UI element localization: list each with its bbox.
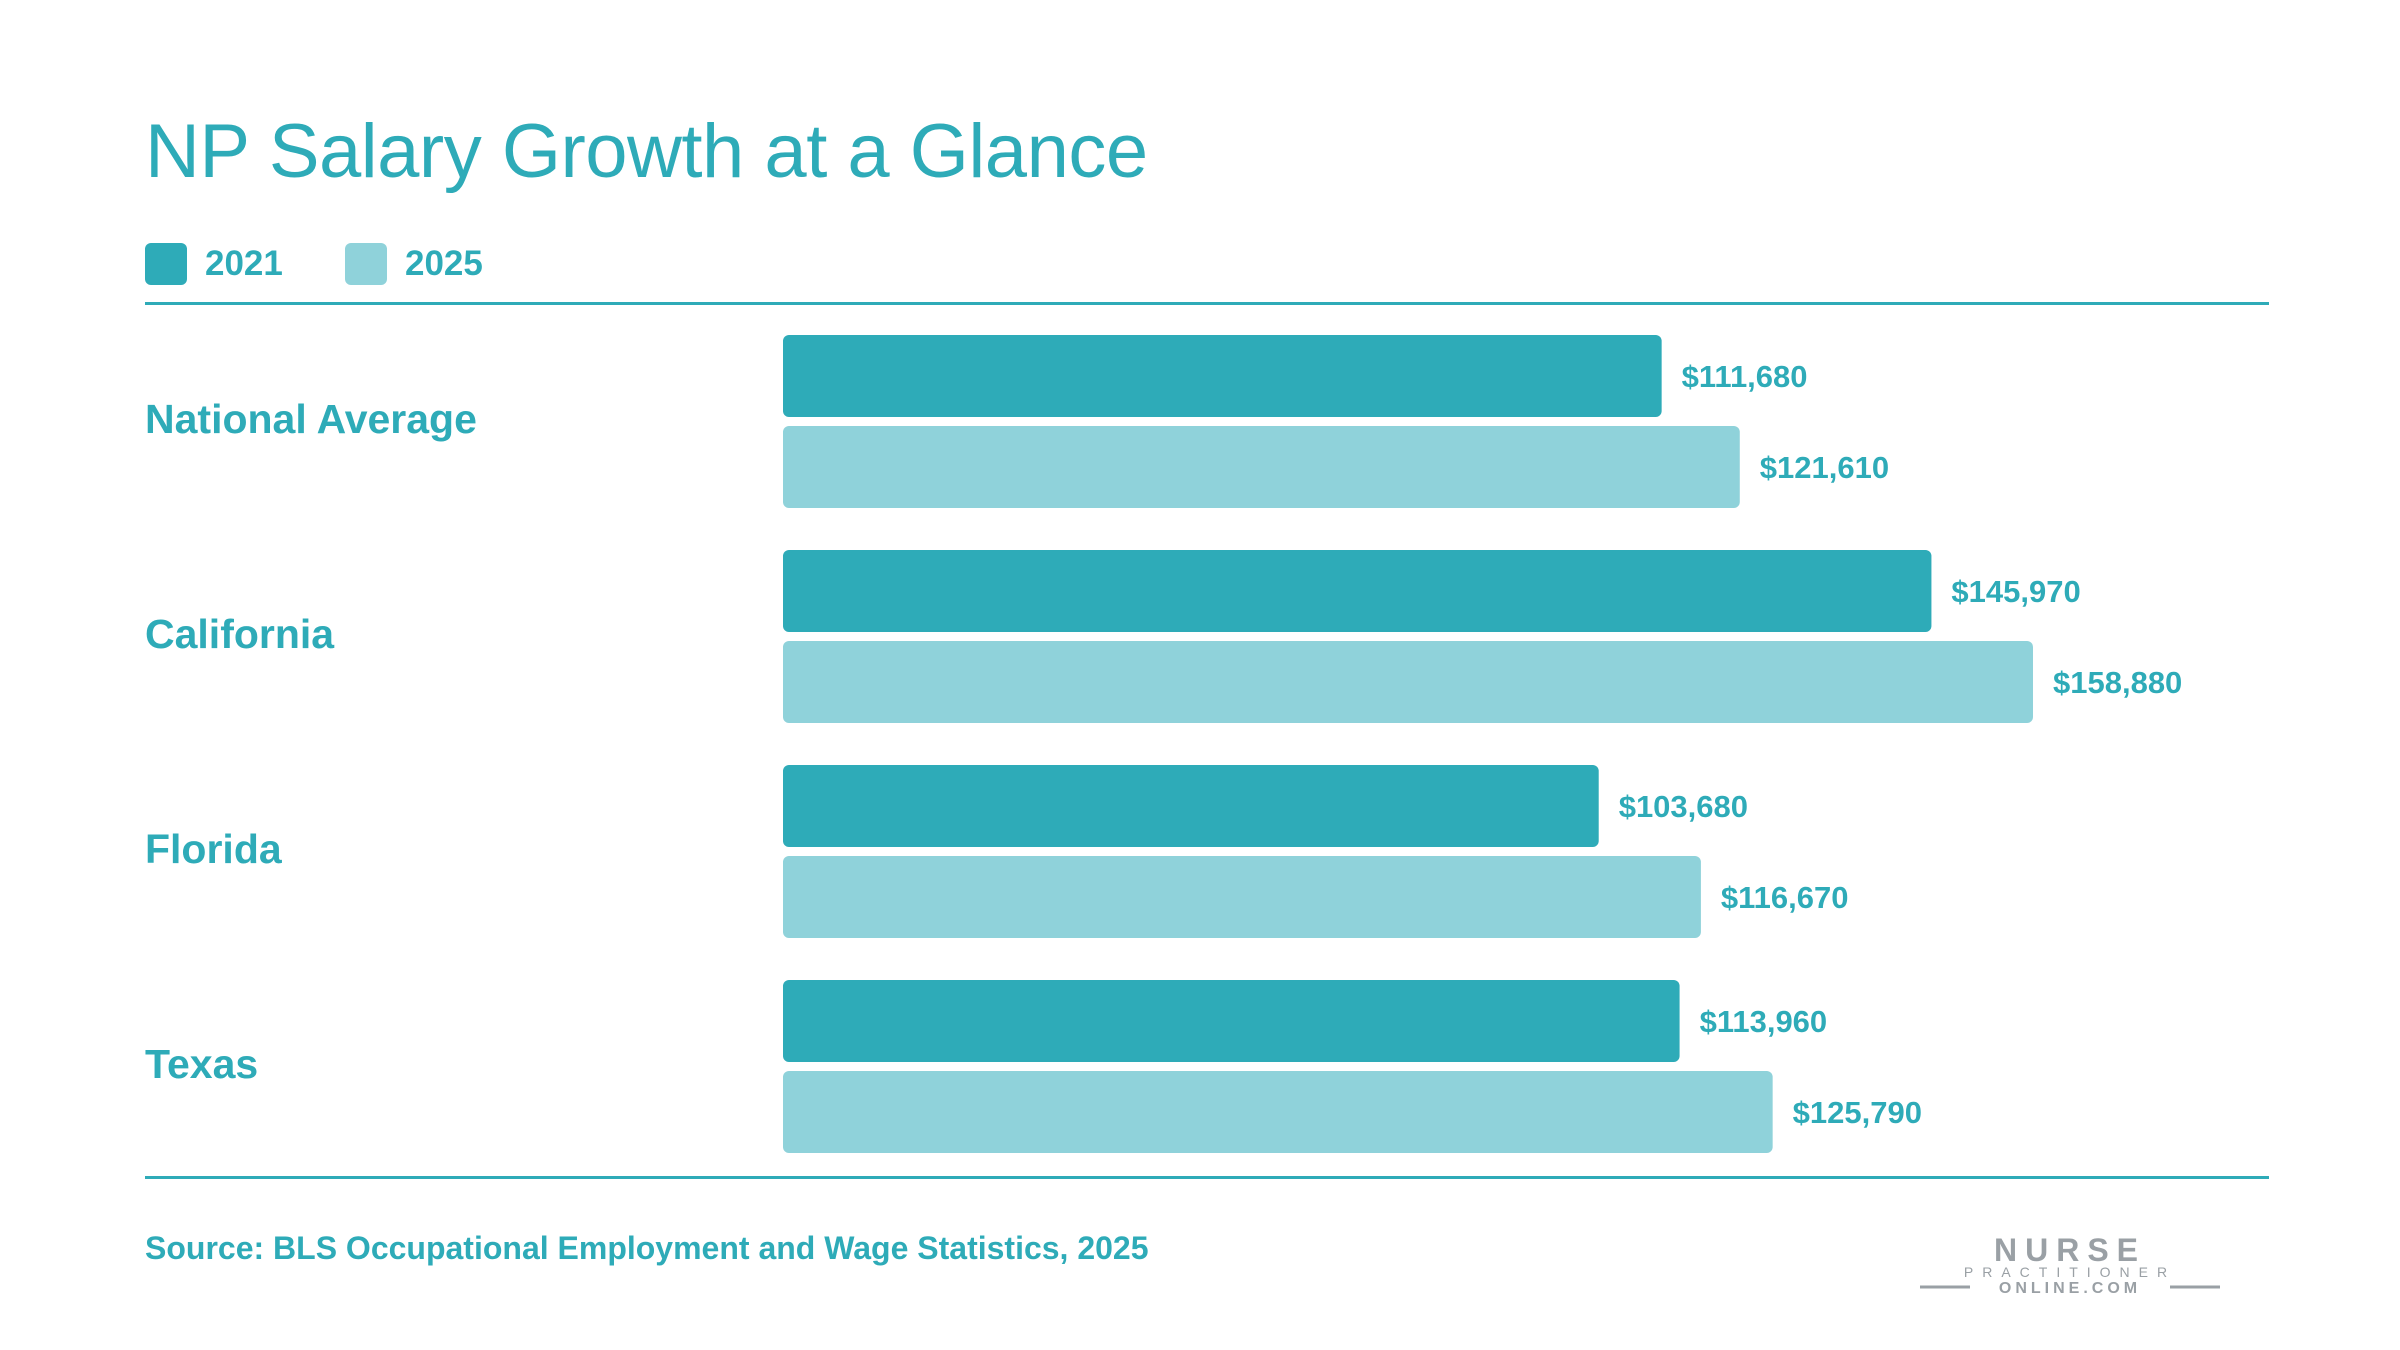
data-label-2025: $121,610: [1760, 450, 1889, 485]
category-label: California: [145, 611, 335, 657]
category-label: National Average: [145, 396, 477, 442]
legend-item-2025: 2025: [345, 242, 483, 286]
legend-item-2021: 2021: [145, 242, 283, 286]
bar-2025: [783, 426, 1740, 508]
nurse-practitioner-online-logo: NURSE PRACTITIONER ONLINE.COM: [1920, 1236, 2220, 1296]
data-label-2021: $111,680: [1682, 359, 1808, 394]
bar-2021: [783, 980, 1680, 1062]
legend-swatch-2025: [345, 243, 387, 285]
bar-2025: [783, 641, 2033, 723]
category-label: Texas: [145, 1041, 258, 1087]
legend-label-2021: 2021: [205, 244, 283, 283]
bottom-divider: [145, 1176, 2269, 1179]
bar-2021: [783, 550, 1932, 632]
legend-label-2025: 2025: [405, 244, 483, 283]
category-label: Florida: [145, 826, 283, 872]
bar-2021: [783, 335, 1662, 417]
chart-title: NP Salary Growth at a Glance: [145, 109, 1148, 194]
bar-2025: [783, 1071, 1773, 1153]
source-note: Source: BLS Occupational Employment and …: [145, 1230, 1149, 1266]
bar-2025: [783, 856, 1701, 938]
top-divider: [145, 302, 2269, 305]
data-label-2021: $113,960: [1700, 1004, 1828, 1039]
data-label-2021: $145,970: [1951, 574, 2080, 609]
data-label-2025: $125,790: [1793, 1095, 1922, 1130]
bar-2021: [783, 765, 1599, 847]
svg-text:NURSE: NURSE: [1994, 1236, 2146, 1268]
svg-text:ONLINE.COM: ONLINE.COM: [1999, 1280, 2141, 1296]
data-label-2025: $116,670: [1721, 880, 1849, 915]
legend-swatch-2021: [145, 243, 187, 285]
data-label-2021: $103,680: [1619, 789, 1748, 824]
svg-text:PRACTITIONER: PRACTITIONER: [1964, 1264, 2176, 1280]
data-label-2025: $158,880: [2053, 665, 2182, 700]
